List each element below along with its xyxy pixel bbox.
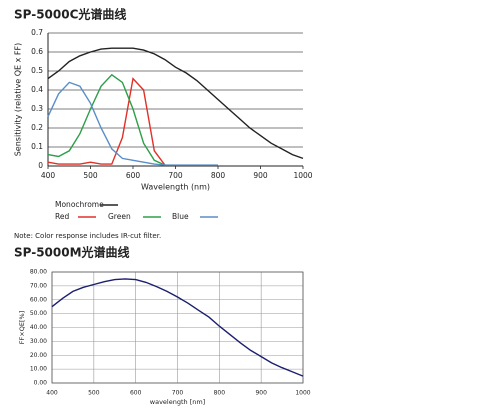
legend-label: Red <box>55 212 69 221</box>
y-tick-label: 10.00 <box>30 366 47 373</box>
series-line <box>47 77 166 166</box>
chart-title: SP-5000C光谱曲线 <box>14 7 126 22</box>
y-tick-label: 0.5 <box>31 66 43 75</box>
x-tick-label: 900 <box>255 390 267 397</box>
y-axis-label: FF×QE[%] <box>18 311 26 344</box>
x-axis-label: Wavelength (nm) <box>141 183 210 192</box>
y-tick-label: 0.4 <box>31 85 43 94</box>
x-tick-label: 800 <box>214 390 226 397</box>
x-tick-label: 600 <box>126 171 141 180</box>
x-axis-label: wavelength [nm] <box>150 398 205 406</box>
y-tick-label: 30.00 <box>30 338 47 345</box>
note: Note: Color response includes IR-cut fil… <box>14 232 161 240</box>
x-tick-label: 400 <box>46 390 58 397</box>
chart-title: SP-5000M光谱曲线 <box>14 245 130 260</box>
y-tick-label: 0.1 <box>31 142 43 151</box>
y-axis-label: Sensitivity (relative QE x FF) <box>14 43 23 157</box>
x-tick-label: 700 <box>168 171 183 180</box>
y-tick-label: 70.00 <box>30 282 47 289</box>
legend-label: Blue <box>172 212 189 221</box>
x-tick-label: 1000 <box>295 390 310 397</box>
series-line <box>47 81 218 166</box>
x-tick-label: 1000 <box>293 171 312 180</box>
y-tick-label: 60.00 <box>30 296 47 303</box>
y-tick-label: 80.00 <box>30 269 47 276</box>
y-tick-label: 0.00 <box>34 380 48 387</box>
y-tick-label: 0 <box>38 161 43 170</box>
legend-label: Green <box>108 212 131 221</box>
series-line <box>51 278 304 377</box>
x-tick-label: 400 <box>41 171 56 180</box>
y-tick-label: 20.00 <box>30 352 47 359</box>
x-tick-label: 700 <box>172 390 184 397</box>
x-tick-label: 900 <box>253 171 268 180</box>
x-tick-label: 500 <box>88 390 100 397</box>
legend-label: Monochrome <box>55 200 104 209</box>
y-tick-label: 0.2 <box>31 123 43 132</box>
x-tick-label: 800 <box>211 171 226 180</box>
x-tick-label: 500 <box>83 171 98 180</box>
y-tick-label: 50.00 <box>30 310 47 317</box>
y-tick-label: 0.3 <box>31 104 43 113</box>
y-tick-label: 0.7 <box>31 28 43 37</box>
series-line <box>47 47 304 160</box>
plot-frame <box>51 271 304 384</box>
y-tick-label: 0.6 <box>31 47 43 56</box>
x-tick-label: 600 <box>130 390 142 397</box>
y-tick-label: 40.00 <box>30 324 47 331</box>
series-line <box>47 73 166 166</box>
